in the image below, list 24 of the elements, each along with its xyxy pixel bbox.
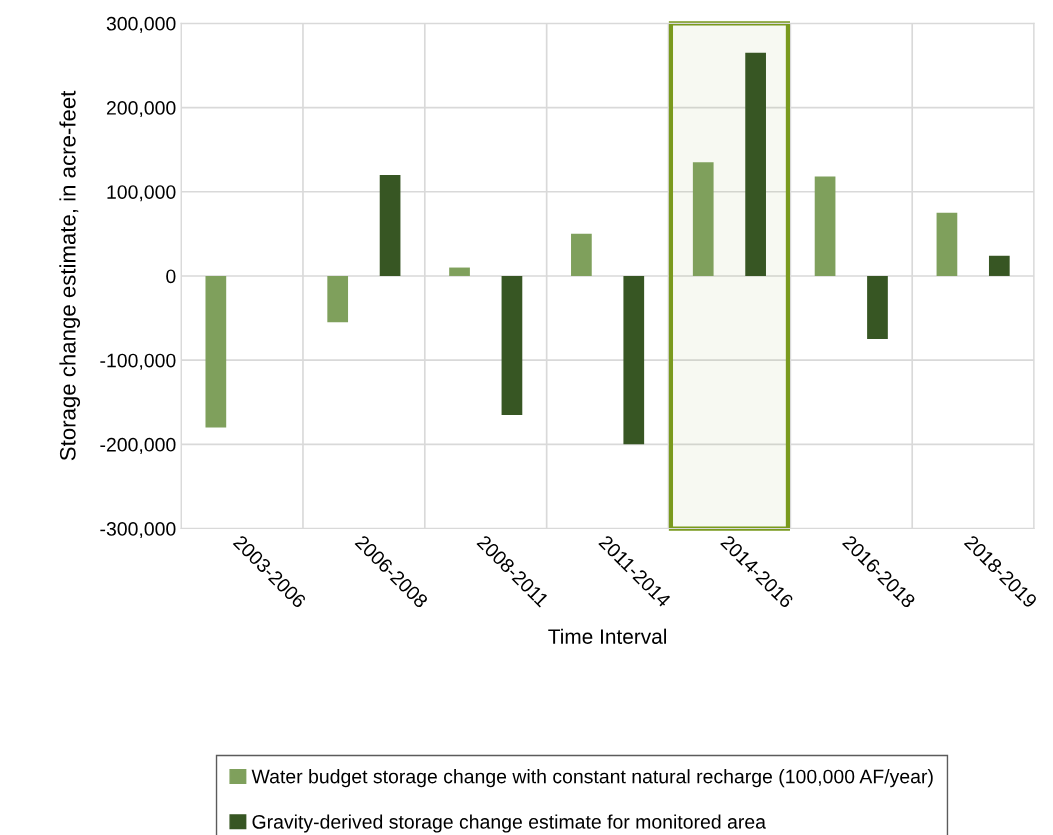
y-tick-label: 100,000 — [107, 185, 176, 202]
x-axis-title: Time Interval — [548, 628, 666, 644]
bar — [936, 212, 958, 276]
legend-label: Gravity-derived storage change estimate for monitored area — [252, 814, 766, 833]
bar — [867, 275, 888, 340]
bar — [449, 267, 470, 276]
y-tick-label: 0 — [166, 269, 176, 284]
y-tick-label: 300,000 — [106, 16, 176, 33]
bar — [379, 174, 401, 276]
bar — [571, 233, 592, 276]
y-tick-label: -300,000 — [100, 522, 176, 539]
bar — [745, 52, 766, 276]
y-axis-title: Storage change estimate, in acre-feet — [59, 90, 81, 461]
y-tick-label: 200,000 — [106, 101, 176, 118]
bar — [327, 275, 349, 323]
bar — [692, 162, 714, 276]
y-tick-label: -100,000 — [100, 353, 176, 370]
legend-label: Water budget storage change with constant natural recharge (100,000 AF/year) — [251, 769, 933, 788]
bar — [623, 275, 645, 445]
bar — [501, 275, 523, 415]
bar — [814, 176, 836, 276]
y-tick-label: -200,000 — [100, 437, 176, 454]
bar — [988, 255, 1010, 276]
bar — [205, 275, 227, 428]
